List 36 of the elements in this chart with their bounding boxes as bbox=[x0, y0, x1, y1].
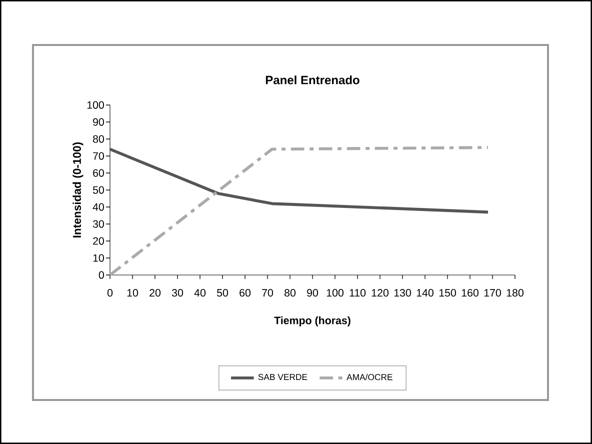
x-tick-label: 20 bbox=[150, 289, 161, 297]
x-tick-label: 180 bbox=[506, 289, 524, 297]
x-axis-title: Tiempo (horas) bbox=[274, 316, 350, 326]
x-tick-label: 100 bbox=[326, 289, 344, 297]
x-tick-label: 140 bbox=[416, 289, 434, 297]
x-tick-label: 70 bbox=[262, 289, 274, 297]
line-series bbox=[108, 148, 490, 214]
y-tick-label: 90 bbox=[93, 118, 104, 126]
x-tick-label: 30 bbox=[172, 289, 184, 297]
chart-title: Panel Entrenado bbox=[266, 75, 360, 84]
y-tick-label: 40 bbox=[92, 203, 104, 211]
legend-label: SAB VERDE bbox=[258, 374, 308, 380]
x-tick-label: 170 bbox=[484, 289, 501, 297]
x-tick-label: 80 bbox=[284, 289, 296, 297]
x-tick-label: 150 bbox=[439, 289, 456, 297]
y-tick-label: 30 bbox=[92, 220, 104, 228]
y-tick-label: 60 bbox=[93, 169, 104, 177]
y-tick-label: 10 bbox=[93, 254, 104, 262]
y-axis-title: Intensidad (0-100) bbox=[72, 142, 84, 238]
x-tick-label: 0 bbox=[107, 289, 113, 297]
x-tick-label: 90 bbox=[307, 289, 318, 297]
x-tick-label: 50 bbox=[216, 289, 228, 297]
y-tick-label: 100 bbox=[87, 101, 104, 109]
y-tick-label: 80 bbox=[93, 135, 104, 143]
y-tick-label: 20 bbox=[93, 237, 104, 245]
x-tick-label: 60 bbox=[240, 289, 251, 297]
x-tick-label: 40 bbox=[194, 289, 206, 297]
legend-label: AMA/OCRE bbox=[346, 374, 392, 380]
x-tick-label: 110 bbox=[350, 289, 366, 297]
x-tick-label: 120 bbox=[372, 289, 388, 297]
y-tick-label: 70 bbox=[93, 152, 104, 160]
x-tick-label: 160 bbox=[462, 289, 478, 297]
x-tick-label: 10 bbox=[127, 289, 138, 297]
y-tick-label: 50 bbox=[92, 186, 104, 194]
y-tick-label: 0 bbox=[98, 271, 104, 279]
x-tick-label: 130 bbox=[394, 289, 411, 297]
